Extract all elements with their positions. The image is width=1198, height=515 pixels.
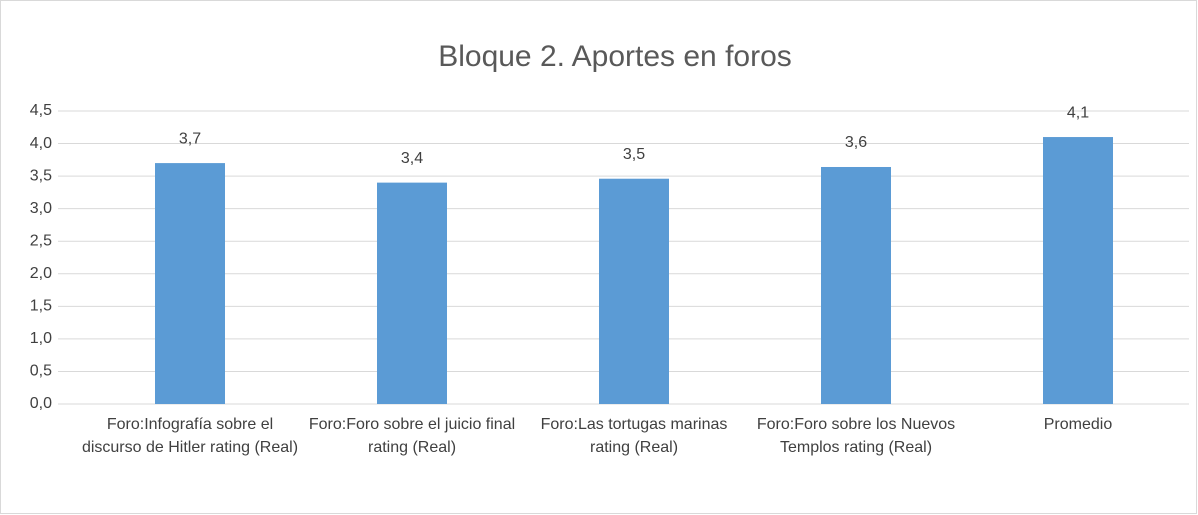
y-tick-label: 2,0 [30,265,52,282]
y-tick-label: 2,5 [30,232,52,249]
bar [1043,137,1113,405]
y-tick-label: 3,5 [30,167,52,184]
y-tick-label: 4,5 [30,102,52,119]
y-tick-label: 0,0 [30,395,52,412]
x-tick-label: Foro:Infografía sobre el discurso de Hit… [81,416,299,456]
chart-title: Bloque 2. Aportes en foros [438,40,792,73]
x-tick-label-box: Promedio [1043,416,1113,433]
x-tick-label: Foro:Foro sobre el juicio final rating (… [308,416,516,456]
x-tick-label-box: Foro:Las tortugas marinas rating (Real) [540,416,728,456]
y-tick-label: 1,0 [30,330,52,347]
value-label: 3,7 [179,130,201,147]
x-tick-label-box: Foro:Infografía sobre el discurso de Hit… [81,416,299,456]
bar [821,166,891,404]
y-tick-label: 3,0 [30,200,52,217]
bar [155,163,225,404]
value-label: 4,1 [1067,104,1089,121]
value-label: 3,6 [845,134,867,151]
value-label: 3,5 [623,146,645,163]
y-tick-label: 1,5 [30,298,52,315]
x-tick-label: Foro:Foro sobre los Nuevos Templos ratin… [756,416,956,456]
x-tick-label: Foro:Las tortugas marinas rating (Real) [540,416,728,456]
x-tick-label-box: Foro:Foro sobre los Nuevos Templos ratin… [756,416,956,456]
y-tick-label: 0,5 [30,363,52,380]
x-tick-label: Promedio [1043,416,1113,433]
value-label: 3,4 [401,150,423,167]
x-tick-label-box: Foro:Foro sobre el juicio final rating (… [308,416,516,456]
bar [377,182,447,404]
bar [599,178,669,404]
y-tick-label: 4,0 [30,135,52,152]
